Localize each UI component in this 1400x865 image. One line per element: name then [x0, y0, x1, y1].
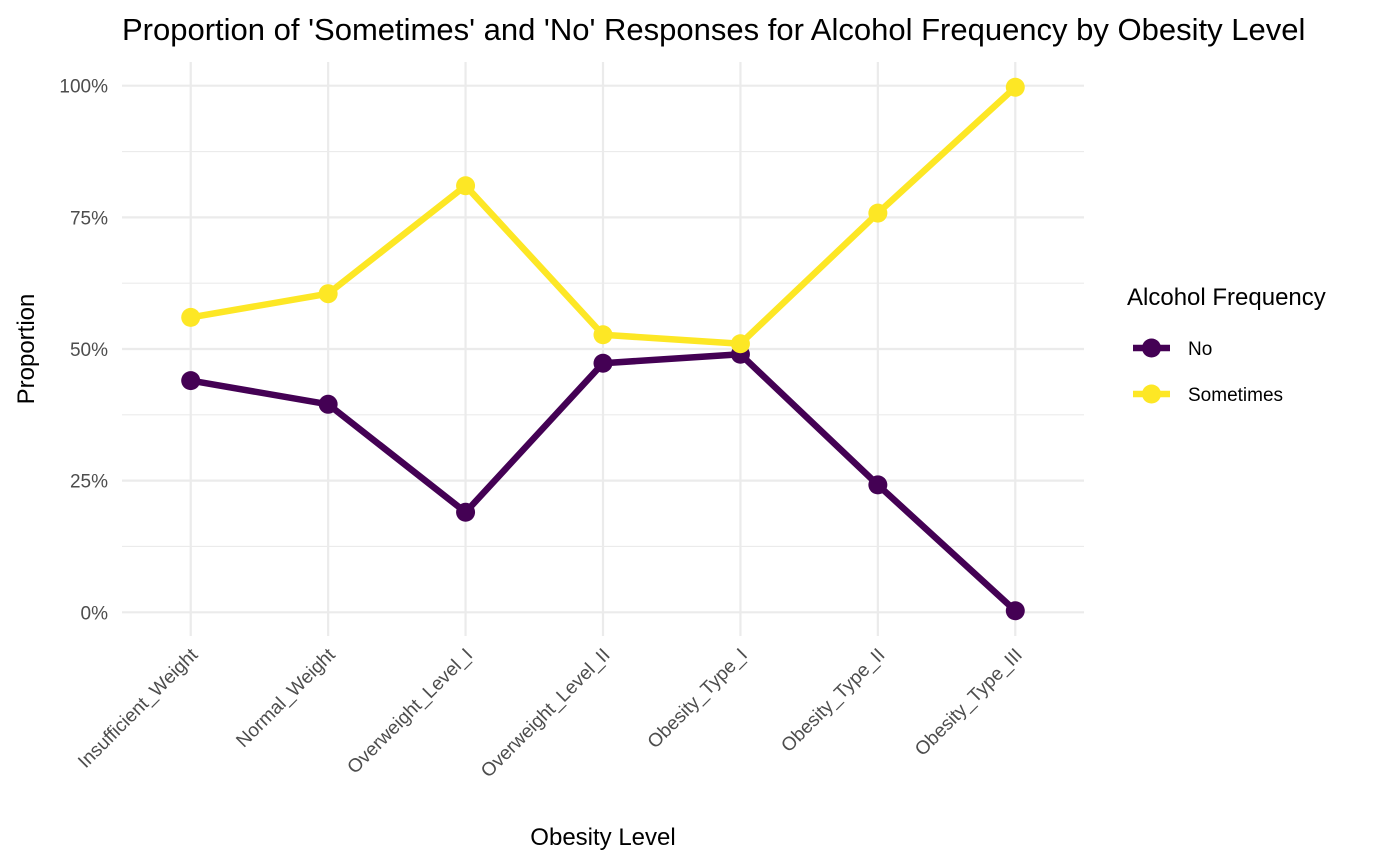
legend-key-point: [1142, 384, 1161, 404]
x-tick-label: Normal_Weight: [232, 644, 340, 752]
legend-label: No: [1188, 339, 1212, 360]
series-points: [181, 77, 1025, 621]
data-point-sometimes: [868, 203, 888, 223]
x-tick-label: Obesity_Type_I: [644, 645, 752, 753]
y-axis-title: Proportion: [13, 294, 40, 405]
data-point-no: [318, 394, 338, 414]
data-point-sometimes: [593, 325, 613, 345]
legend: Alcohol Frequency No Sometimes: [1127, 284, 1326, 406]
x-tick-label: Overweight_Level_II: [477, 645, 614, 782]
data-point-no: [1005, 601, 1025, 621]
legend-key-point: [1142, 338, 1161, 358]
legend-items: No Sometimes: [1133, 338, 1283, 406]
legend-item-no: No: [1133, 338, 1212, 360]
data-point-sometimes: [1005, 77, 1025, 97]
chart-title: Proportion of 'Sometimes' and 'No' Respo…: [122, 12, 1305, 47]
x-tick-label: Overweight_Level_I: [344, 645, 478, 779]
y-axis-tick-labels: 0% 25% 50% 75% 100%: [59, 77, 108, 625]
y-tick-label: 0%: [81, 603, 109, 624]
data-point-no: [868, 475, 888, 495]
data-point-no: [593, 353, 613, 373]
y-tick-label: 75%: [70, 208, 108, 229]
legend-item-sometimes: Sometimes: [1133, 384, 1283, 406]
y-tick-label: 50%: [70, 340, 108, 361]
legend-label: Sometimes: [1188, 385, 1283, 406]
x-tick-label: Insufficient_Weight: [74, 644, 202, 772]
data-point-no: [456, 502, 476, 522]
data-point-sometimes: [456, 176, 476, 196]
y-tick-label: 25%: [70, 472, 108, 493]
data-point-sometimes: [181, 307, 201, 327]
x-tick-label: Obesity_Type_III: [911, 645, 1027, 761]
x-axis-title: Obesity Level: [530, 824, 675, 851]
x-tick-label: Obesity_Type_II: [777, 645, 889, 757]
data-point-no: [181, 371, 201, 391]
plot-grid: [122, 62, 1084, 636]
legend-title: Alcohol Frequency: [1127, 284, 1326, 311]
x-axis-tick-labels: Insufficient_Weight Normal_Weight Overweig…: [74, 644, 1026, 782]
data-point-sometimes: [318, 284, 338, 304]
data-point-sometimes: [730, 334, 750, 354]
y-tick-label: 100%: [59, 77, 108, 98]
